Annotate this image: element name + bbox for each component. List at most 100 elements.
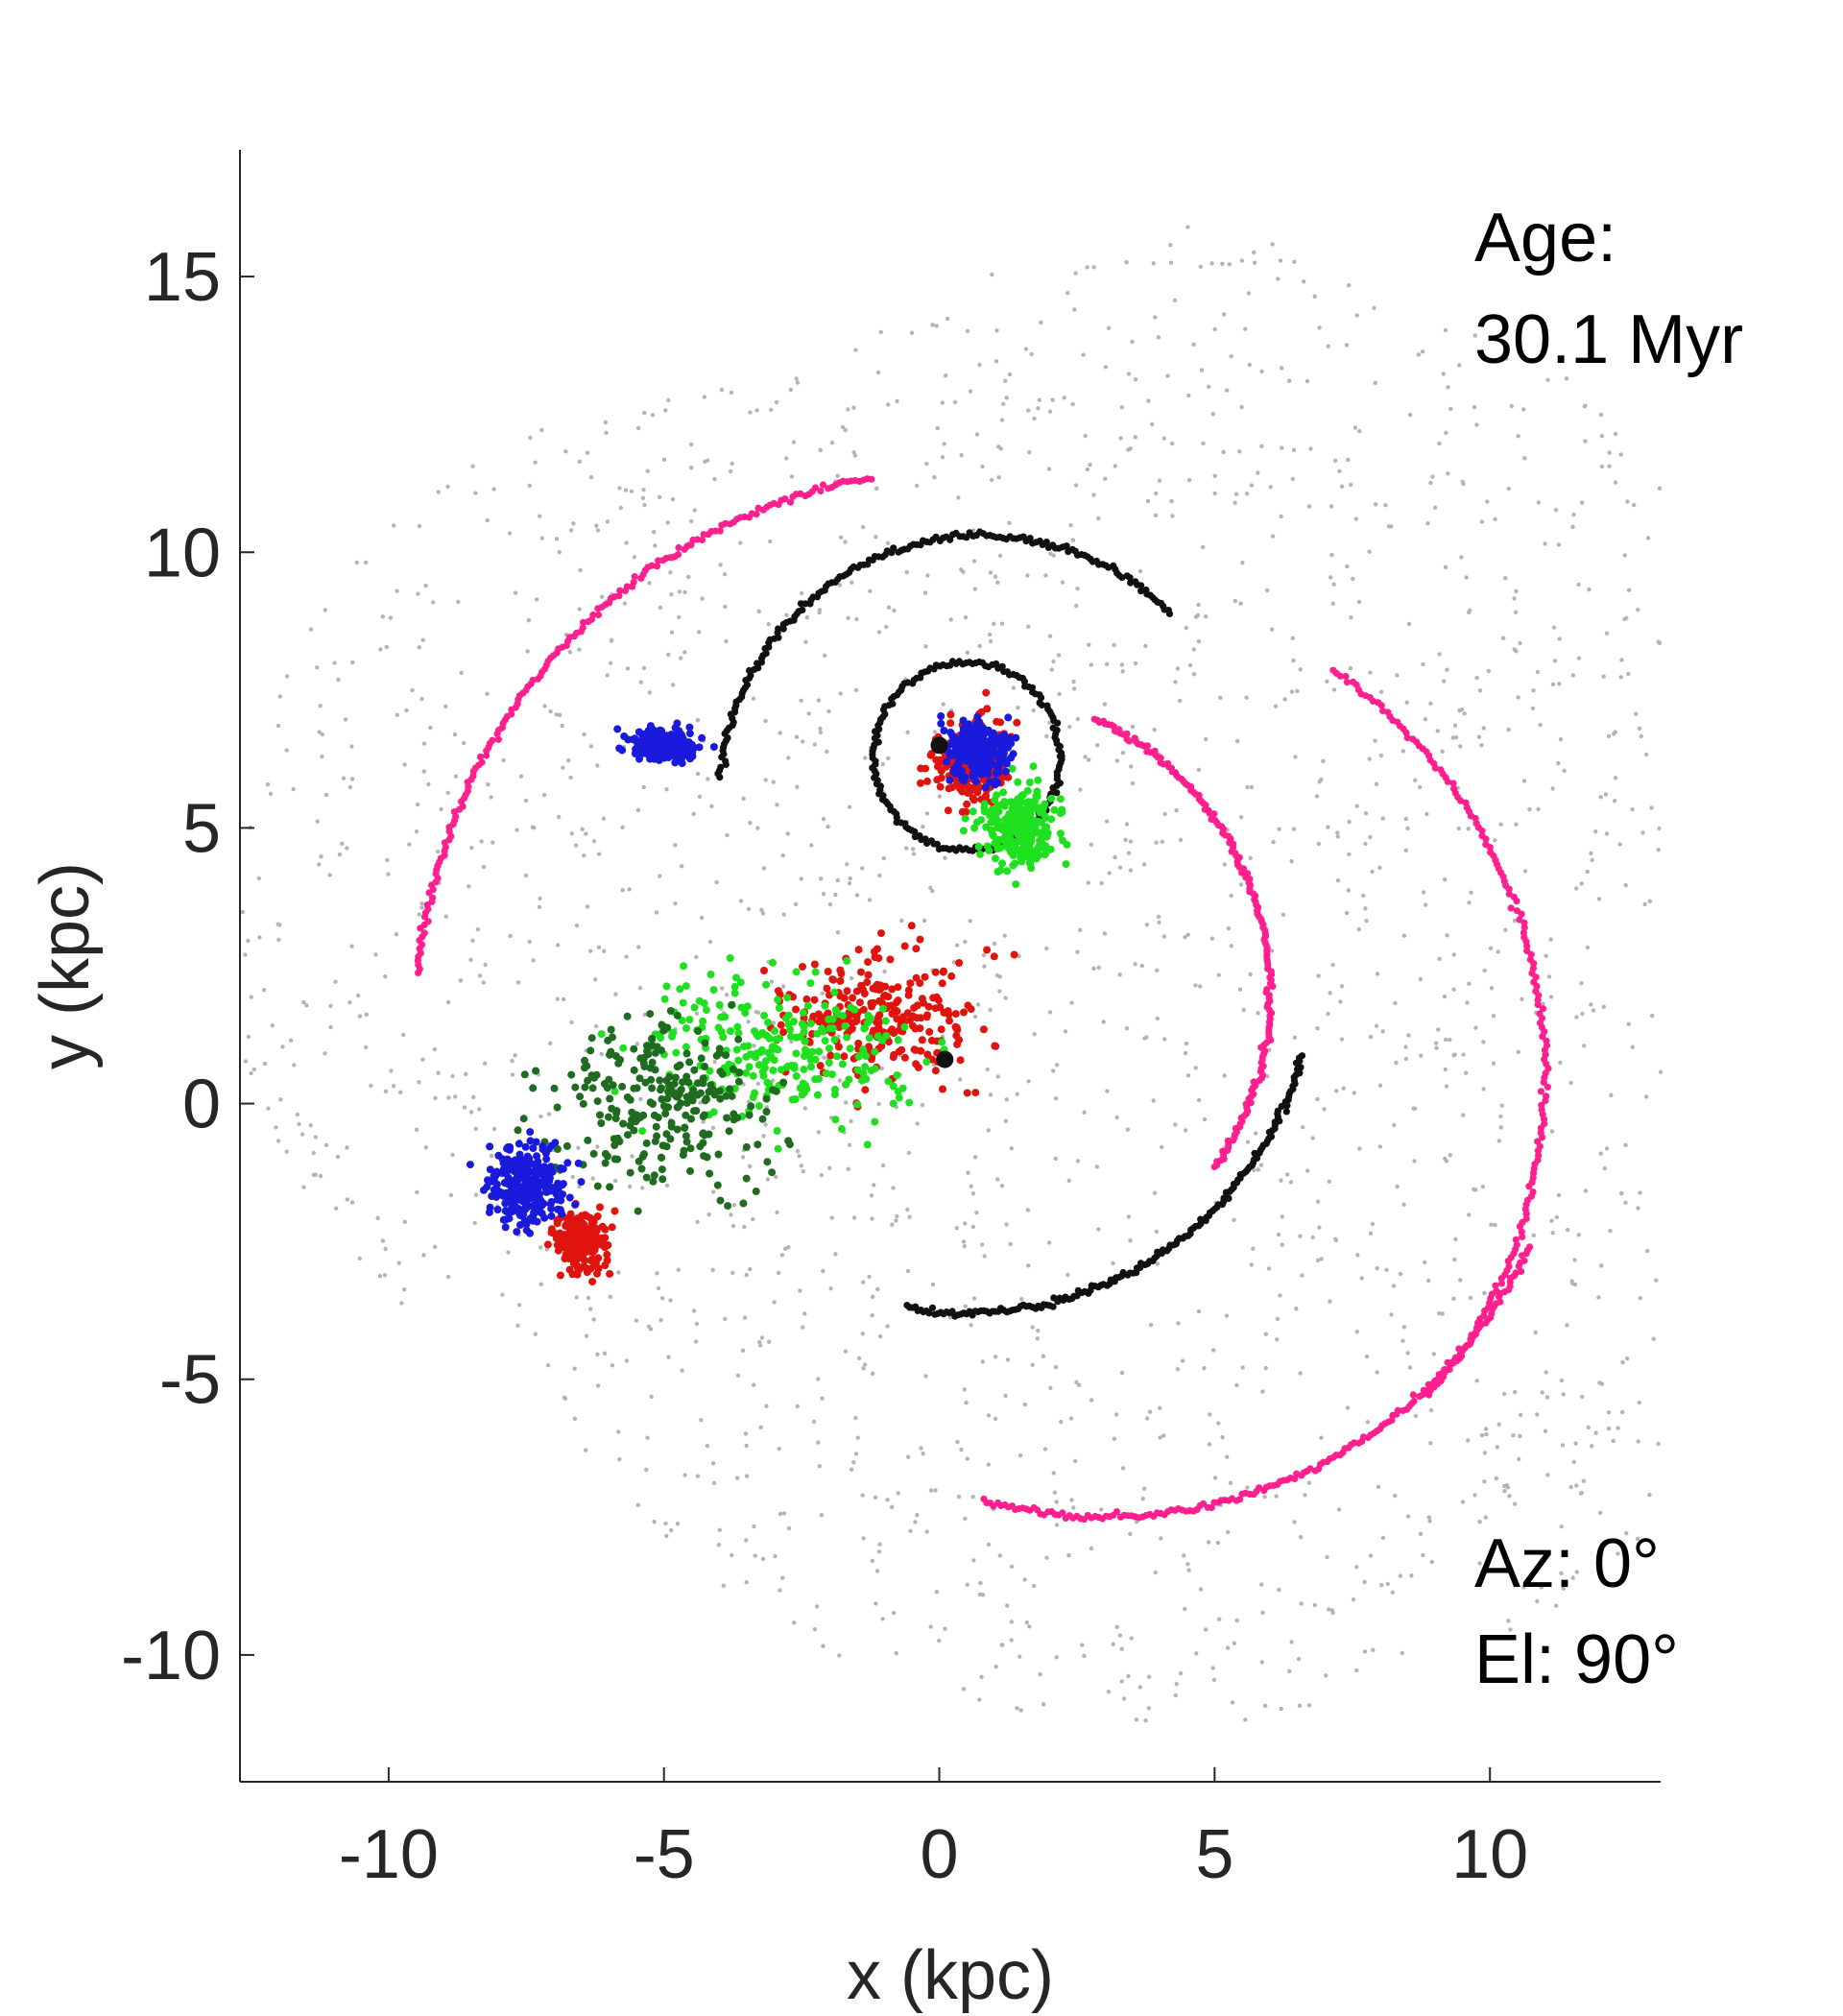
data-point-gray [1623, 1200, 1628, 1206]
data-point-green [727, 1027, 734, 1036]
data-point-gray [1130, 724, 1136, 730]
data-point-gray [752, 1044, 756, 1048]
data-point-gray [821, 1644, 826, 1648]
data-point-darkgreen [639, 1111, 648, 1119]
data-point-gray [1625, 1356, 1630, 1361]
data-point-gray [1405, 1351, 1410, 1356]
data-point-gray [1066, 1553, 1071, 1558]
data-point-gray [748, 820, 753, 826]
data-point-gray [1044, 1555, 1049, 1560]
data-point-green [757, 1045, 766, 1054]
data-point-red [576, 1224, 585, 1233]
data-point-green [695, 996, 704, 1005]
data-point-gray [1016, 705, 1020, 710]
data-point-gray [1556, 760, 1561, 766]
data-point-gray [1496, 949, 1500, 954]
data-point-gray [1598, 795, 1603, 800]
data-point-gray [1467, 981, 1472, 986]
data-point-gray [421, 741, 427, 746]
data-point-green [871, 1047, 879, 1056]
data-point-gray [1119, 1679, 1124, 1684]
data-point-red [543, 1240, 552, 1249]
data-point-gray [243, 952, 248, 957]
data-point-darkgreen [553, 1145, 562, 1153]
data-point-red [936, 782, 945, 791]
data-point-black [797, 600, 805, 608]
data-point-gray [1395, 1184, 1400, 1189]
data-point-gray [656, 1285, 661, 1291]
data-point-red [586, 1245, 594, 1254]
data-point-gray [1225, 1645, 1231, 1650]
data-point-gray [1249, 483, 1255, 488]
data-point-green [1004, 821, 1013, 829]
data-point-gray [1009, 1638, 1014, 1643]
data-point-darkgreen [532, 1067, 540, 1075]
data-point-gray [1544, 1370, 1548, 1375]
data-point-gray [771, 1078, 776, 1083]
data-point-gray [1120, 1466, 1126, 1471]
data-point-green [992, 854, 999, 863]
data-point-gray [1315, 1258, 1321, 1263]
data-point-pink [1497, 1280, 1505, 1287]
data-point-gray [468, 957, 473, 962]
data-point-gray [1371, 1647, 1376, 1653]
data-point-gray [599, 594, 605, 599]
data-point-pink [629, 583, 636, 590]
data-point-gray [1251, 1246, 1256, 1251]
data-point-gray [723, 604, 728, 610]
data-point-gray [658, 874, 662, 878]
data-point-gray [1128, 868, 1134, 873]
data-point-gray [1362, 1649, 1368, 1654]
data-point-gray [811, 1419, 817, 1425]
data-point-blue [974, 718, 983, 727]
data-point-darkgreen [642, 1173, 651, 1182]
data-point-gray [1054, 1655, 1059, 1660]
data-point-gray [1114, 1115, 1119, 1120]
data-point-gray [419, 696, 424, 702]
data-point-darkgreen [694, 1027, 703, 1035]
data-point-pink [1504, 1258, 1512, 1265]
data-point-red [854, 946, 863, 954]
data-point-gray [532, 826, 537, 830]
data-point-gray [349, 744, 354, 749]
data-point-gray [1326, 825, 1330, 829]
data-point-gray [1444, 1084, 1449, 1089]
data-point-gray [1452, 723, 1458, 728]
data-point-green [744, 1042, 753, 1050]
data-point-gray [599, 1051, 604, 1057]
data-point-darkgreen [674, 1102, 682, 1111]
data-point-green [959, 827, 968, 835]
data-point-gray [304, 1003, 309, 1008]
data-point-blue [993, 765, 1002, 774]
data-point-gray [1406, 1033, 1411, 1038]
data-point-gray [1427, 1519, 1432, 1524]
data-point-gray [1604, 831, 1610, 836]
data-point-darkgreen [724, 1202, 732, 1211]
data-point-gray [1068, 523, 1073, 528]
data-point-gray [1517, 1456, 1521, 1462]
data-point-gray [1117, 972, 1122, 977]
data-point-gray [1191, 672, 1197, 677]
data-point-gray [724, 638, 729, 644]
data-point-gray [763, 1122, 768, 1127]
data-point-gray [1089, 842, 1094, 847]
data-point-gray [874, 486, 879, 492]
data-point-gray [1392, 1122, 1397, 1128]
data-point-gray [937, 1638, 942, 1644]
data-point-gray [711, 1480, 717, 1486]
data-point-black [1283, 1102, 1291, 1110]
data-point-gray [1196, 602, 1201, 608]
data-point-pink [1513, 898, 1520, 905]
data-point-green [815, 1074, 823, 1083]
data-point-gray [1531, 1233, 1537, 1238]
data-point-gray [1458, 744, 1463, 749]
data-point-gray [343, 717, 348, 722]
data-point-gray [1027, 1624, 1032, 1629]
data-point-green [774, 1144, 782, 1153]
data-point-gray [1339, 1037, 1345, 1042]
data-point-gray [1095, 743, 1100, 748]
data-point-gray [714, 879, 719, 885]
data-point-gray [464, 1071, 468, 1077]
data-point-gray [392, 523, 396, 528]
data-point-gray [1168, 243, 1173, 248]
